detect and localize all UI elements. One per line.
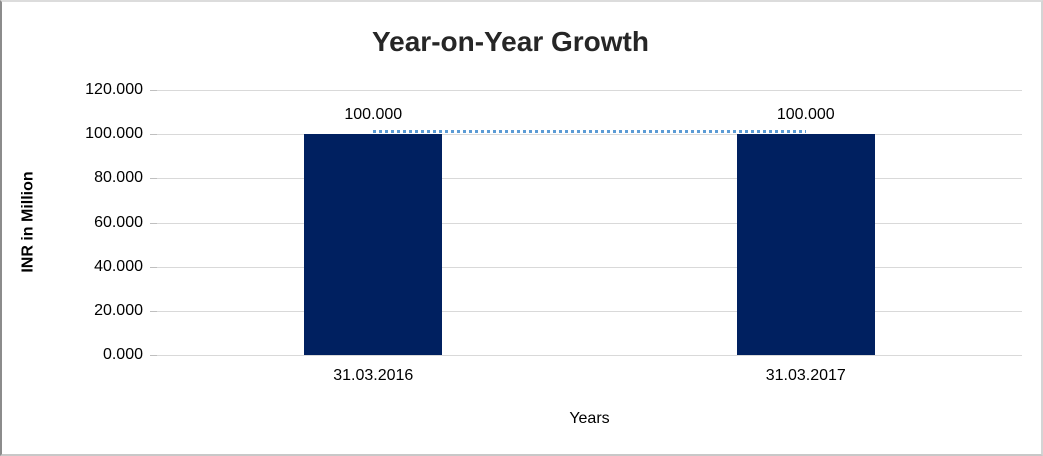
y-tick-label: 0.000 xyxy=(102,346,143,363)
gridline xyxy=(157,134,1022,136)
y-tick-mark xyxy=(150,90,157,91)
gridline xyxy=(157,90,1022,91)
y-tick-mark xyxy=(150,266,157,268)
gridline xyxy=(157,222,1022,224)
y-tick-label: 120.000 xyxy=(85,81,143,98)
y-tick-mark xyxy=(150,222,157,224)
y-tick-mark xyxy=(150,178,157,180)
bar-data-label: 100.000 xyxy=(776,106,835,124)
y-tick-label: 40.000 xyxy=(94,257,143,275)
y-axis-title: INR in Million xyxy=(12,88,46,355)
gridline xyxy=(157,266,1022,268)
y-tick-label: 20.000 xyxy=(94,301,143,319)
chart-title: Year-on-Year Growth xyxy=(372,26,649,57)
x-tick-row: 31.03.2016 31.03.2017 xyxy=(157,367,1022,387)
x-axis-title: Years xyxy=(569,410,610,427)
y-tick-label: 60.000 xyxy=(94,213,143,231)
y-tick-label: 80.000 xyxy=(94,169,143,187)
gridline xyxy=(157,178,1022,180)
gridline xyxy=(157,310,1022,312)
trend-dotted-line xyxy=(373,130,806,134)
y-tick-mark xyxy=(150,355,157,356)
bar xyxy=(304,134,443,355)
y-tick-label: 100.000 xyxy=(85,125,143,143)
bar xyxy=(736,134,875,355)
x-tick-label: 31.03.2017 xyxy=(765,367,846,384)
y-axis-title-text: INR in Million xyxy=(20,170,38,273)
x-tick-label: 31.03.2016 xyxy=(333,367,414,384)
plot-area: 0.000 20.000 40.000 60.000 80.000 100.000 120.… xyxy=(85,81,1022,363)
y-tick-mark xyxy=(150,310,157,312)
y-tick-mark xyxy=(150,134,157,136)
bar-data-label: 100.000 xyxy=(344,106,403,124)
gridline xyxy=(157,355,1022,356)
